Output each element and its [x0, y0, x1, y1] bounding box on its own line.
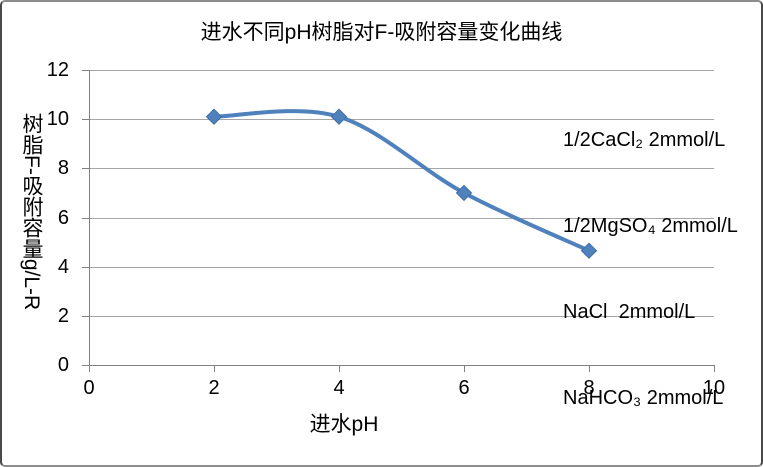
y-tick-label: 10	[46, 108, 69, 131]
x-tick-label: 10	[702, 377, 726, 399]
annotation-line: NaHCO₃ 2mmol/L	[563, 386, 724, 409]
data-curve	[212, 109, 591, 253]
y-tick-label: 6	[57, 206, 69, 229]
x-tick-label: 4	[333, 377, 345, 399]
x-tick-label: 8	[583, 377, 595, 399]
annotation-line: NaCl 2mmol/L	[563, 300, 696, 323]
annotation-line: 1/2CaCl₂ 2mmol/L	[563, 129, 726, 152]
y-tick-label: 8	[57, 157, 69, 180]
y-tick-label: 2	[57, 304, 69, 327]
y-tick-label: 0	[57, 354, 69, 376]
data-point-marker	[580, 242, 598, 259]
y-tick-label: 4	[57, 255, 69, 278]
x-tick-label: 6	[458, 377, 470, 399]
y-tick-label: 12	[46, 59, 69, 81]
annotation-line: 1/2MgSO₄ 2mmol/L	[563, 214, 738, 237]
x-axis-title: 进水pH	[309, 413, 379, 436]
chart-title: 进水不同pH树脂对F-吸附容量变化曲线	[200, 21, 563, 44]
data-point-marker	[330, 108, 348, 125]
x-tick-label: 2	[208, 377, 220, 399]
y-axis-title: 树脂F-吸附容量g/L-R	[20, 113, 43, 311]
annotation-box: 1/2CaCl₂ 2mmol/L 1/2MgSO₄ 2mmol/L NaCl 2…	[563, 69, 738, 465]
data-point-marker	[455, 184, 473, 202]
data-point-marker	[205, 108, 223, 125]
x-tick-label: 0	[83, 377, 95, 399]
